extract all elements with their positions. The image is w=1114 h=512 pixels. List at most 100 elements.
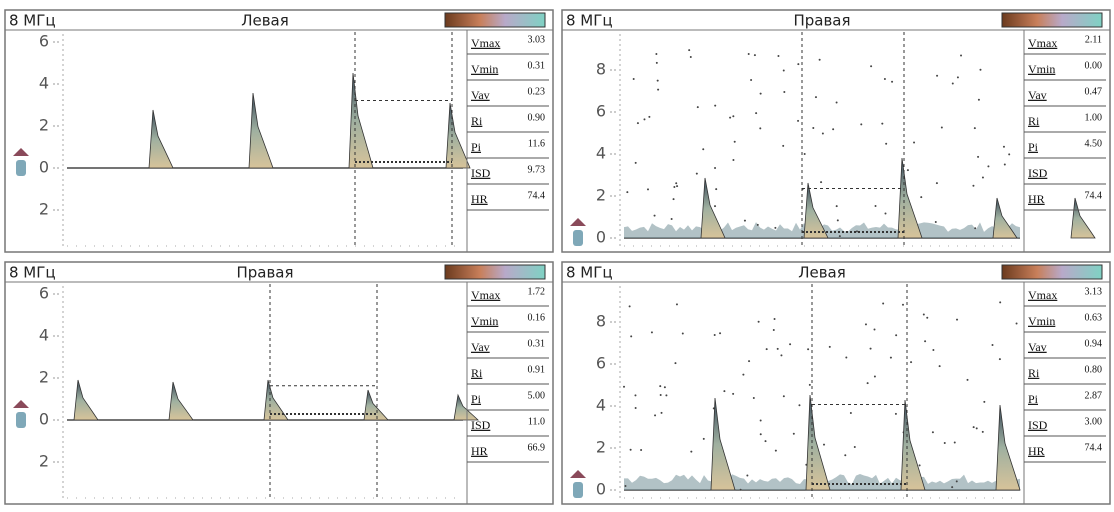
scatter-artifact (646, 188, 649, 191)
scatter-artifact (742, 373, 745, 376)
waveform-peak (700, 177, 726, 239)
scatter-artifact (1003, 163, 1006, 166)
y-tick-label: 2 (39, 116, 49, 135)
frequency-label: 8 МГц (9, 264, 56, 282)
y-tick-label: 2 (596, 438, 606, 457)
param-value: 74.4 (1085, 442, 1103, 453)
scatter-artifact (723, 390, 726, 393)
scatter-artifact (935, 182, 938, 185)
param-name: HR (471, 192, 488, 206)
y-tick-label: 6 (39, 284, 49, 303)
scatter-artifact (636, 122, 639, 125)
scatter-artifact (676, 185, 679, 188)
scatter-artifact (773, 318, 776, 321)
param-name: Vmin (1028, 314, 1055, 328)
waveform-peak (1070, 197, 1096, 239)
side-title: Правая (793, 12, 850, 30)
scatter-artifact (845, 356, 848, 359)
param-value: 11.6 (528, 138, 545, 149)
scatter-artifact (673, 185, 676, 188)
scatter-artifact (977, 98, 980, 101)
scatter-artifact (674, 362, 677, 365)
scatter-artifact (753, 54, 756, 57)
waveform-peak (803, 182, 829, 239)
scatter-artifact (874, 204, 877, 207)
scatter-artifact (714, 205, 717, 208)
y-tick-label: 6 (596, 354, 606, 373)
param-value: 4.50 (1085, 138, 1103, 149)
frequency-label: 8 МГц (566, 12, 613, 30)
param-value: 0.94 (1085, 338, 1103, 349)
scatter-artifact (628, 305, 631, 308)
param-name: ISD (471, 166, 491, 180)
scatter-artifact (991, 344, 994, 347)
scatter-artifact (665, 394, 668, 397)
scatter-artifact (977, 155, 980, 158)
param-value: 0.80 (1085, 364, 1103, 375)
scatter-artifact (932, 349, 935, 352)
scatter-artifact (772, 328, 775, 331)
waveform-peak (453, 393, 480, 421)
scatter-artifact (853, 445, 856, 448)
scatter-artifact (732, 392, 735, 395)
panel-frame (4, 9, 554, 253)
scatter-artifact (828, 345, 831, 348)
scatter-artifact (663, 386, 666, 389)
scatter-artifact (870, 65, 873, 68)
scatter-artifact (782, 395, 785, 398)
scatter-artifact (777, 55, 780, 58)
waveform-peak (73, 379, 99, 421)
scatter-artifact (972, 426, 975, 429)
waveform-peak (168, 381, 194, 421)
param-value: 0.23 (528, 86, 546, 97)
doppler-panel: 8 МГц Правая 8 6 4 2 0 Vmax 2.11 Vmin 0.00 Vav 0.47 R… (561, 9, 1111, 253)
waveform-peak (348, 72, 374, 169)
scatter-artifact (987, 165, 990, 168)
scatter-artifact (792, 432, 795, 435)
scatter-artifact (782, 69, 785, 72)
param-name: Vav (471, 340, 490, 354)
scatter-artifact (670, 218, 673, 221)
scatter-artifact (629, 448, 632, 451)
scatter-artifact (780, 354, 783, 357)
scatter-artifact (974, 227, 977, 230)
scatter-artifact (895, 334, 898, 337)
scatter-artifact (755, 112, 758, 115)
y-tick-label: 6 (39, 32, 49, 51)
scatter-artifact (660, 411, 663, 414)
scatter-artifact (814, 96, 817, 99)
scatter-artifact (657, 88, 660, 91)
scatter-artifact (821, 132, 824, 135)
waveform-peak (992, 197, 1018, 239)
scatter-artifact (808, 383, 811, 386)
color-bar (444, 12, 546, 28)
scatter-artifact (999, 301, 1002, 304)
scatter-artifact (881, 122, 884, 125)
scatter-artifact (849, 411, 852, 414)
y-tick-label: 2 (39, 452, 49, 471)
side-title: Левая (798, 264, 846, 282)
panel-frame (561, 261, 1111, 505)
param-value: 11.0 (528, 416, 545, 427)
param-name: Ri (1028, 114, 1040, 128)
scatter-artifact (774, 226, 777, 229)
y-tick-label: 4 (39, 74, 49, 93)
scatter-artifact (732, 115, 735, 118)
param-name: Vav (1028, 340, 1047, 354)
scatter-artifact (855, 230, 858, 233)
scatter-artifact (838, 235, 841, 238)
scatter-artifact (715, 188, 718, 191)
param-name: ISD (1028, 166, 1048, 180)
scatter-artifact (675, 182, 678, 185)
y-tick-label: 2 (596, 186, 606, 205)
waveform-peak (445, 102, 471, 169)
scatter-artifact (714, 167, 717, 170)
scatter-artifact (634, 406, 637, 409)
direction-icon-body (573, 230, 583, 246)
y-tick-label: 4 (596, 144, 606, 163)
scatter-artifact (630, 335, 633, 338)
scatter-artifact (920, 196, 923, 199)
scatter-artifact (797, 63, 800, 66)
scatter-artifact (818, 58, 821, 61)
direction-icon-body (16, 160, 26, 176)
